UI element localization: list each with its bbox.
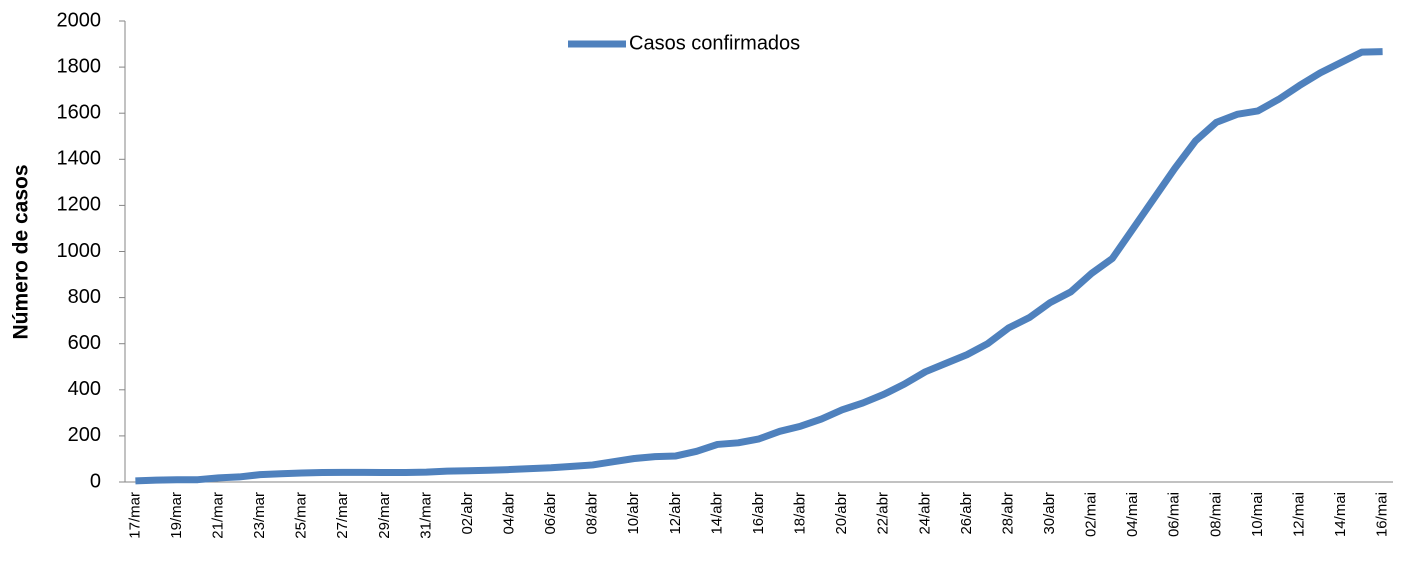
- x-tick-label: 14/abr: [708, 492, 725, 535]
- x-tick-label: 02/abr: [459, 492, 476, 535]
- x-tick-label: 29/mar: [376, 492, 393, 539]
- x-tick-label: 27/mar: [334, 492, 351, 539]
- y-tick-label: 1400: [57, 148, 102, 170]
- x-tick-label: 08/mai: [1207, 492, 1224, 537]
- x-tick-label: 18/abr: [792, 492, 809, 535]
- y-tick-label: 200: [68, 424, 101, 446]
- x-tick-label: 12/abr: [667, 492, 684, 535]
- x-tick-label: 22/abr: [875, 492, 892, 535]
- x-tick-label: 30/abr: [1041, 492, 1058, 535]
- x-tick-label: 02/mai: [1083, 492, 1100, 537]
- y-tick-label: 600: [68, 332, 101, 354]
- x-tick-label: 28/abr: [999, 492, 1016, 535]
- y-tick-label: 1000: [57, 240, 102, 262]
- x-tick-label: 25/mar: [293, 492, 310, 539]
- x-tick-label: 16/abr: [750, 492, 767, 535]
- y-tick-label: 800: [68, 286, 101, 308]
- x-tick-label: 12/mai: [1290, 492, 1307, 537]
- x-tick-label: 10/mai: [1249, 492, 1266, 537]
- y-tick-label: 1600: [57, 101, 102, 123]
- y-tick-label: 0: [90, 470, 101, 492]
- data-line: [135, 48, 1383, 485]
- x-tick-label: 06/abr: [542, 492, 559, 535]
- x-tick-label: 06/mai: [1166, 492, 1183, 537]
- x-tick-label: 04/mai: [1124, 492, 1141, 537]
- x-tick-label: 04/abr: [501, 492, 518, 535]
- x-tick-label: 21/mar: [210, 492, 227, 539]
- x-tick-label: 10/abr: [625, 492, 642, 535]
- x-tick-label: 16/mai: [1374, 492, 1391, 537]
- y-axis-title: Número de casos: [10, 164, 33, 339]
- y-tick-label: 1200: [57, 194, 102, 216]
- y-tick-label: 400: [68, 378, 101, 400]
- y-tick-label: 1800: [57, 55, 102, 77]
- y-tick-label: 2000: [57, 9, 102, 31]
- x-tick-label: 19/mar: [168, 492, 185, 539]
- x-tick-label: 31/mar: [417, 492, 434, 539]
- x-tick-label: 26/abr: [958, 492, 975, 535]
- legend-label: Casos confirmados: [629, 32, 800, 54]
- x-tick-label: 23/mar: [251, 492, 268, 539]
- x-tick-label: 20/abr: [833, 492, 850, 535]
- x-tick-label: 17/mar: [126, 492, 143, 539]
- x-tick-label: 24/abr: [916, 492, 933, 535]
- x-tick-label: 14/mai: [1332, 492, 1349, 537]
- x-tick-label: 08/abr: [584, 492, 601, 535]
